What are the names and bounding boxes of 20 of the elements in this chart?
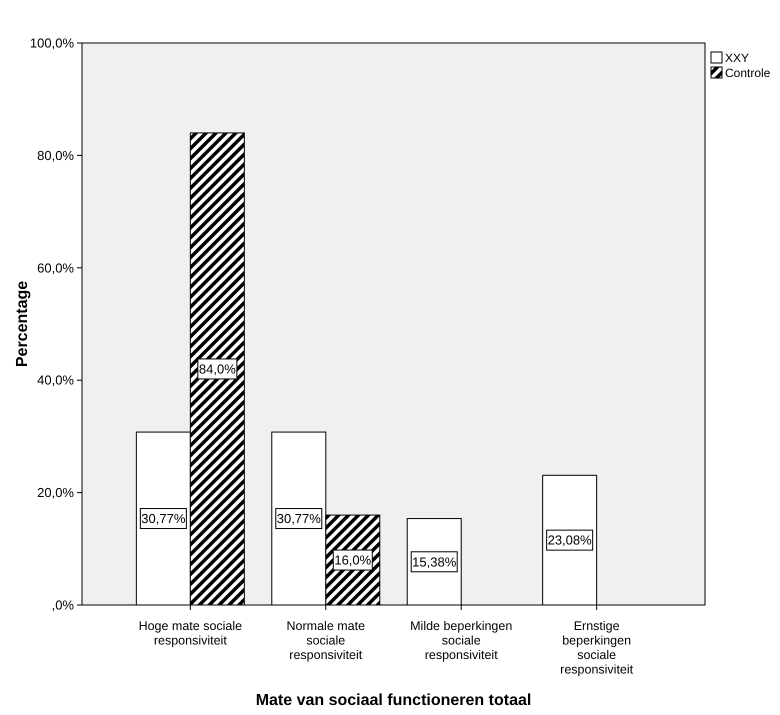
y-tick-label: 20,0% (37, 485, 74, 500)
legend-label: Controle (725, 66, 771, 80)
x-axis-title: Mate van sociaal functioneren totaal (256, 692, 532, 709)
y-tick-label: 80,0% (37, 148, 74, 163)
y-tick-label: 40,0% (37, 372, 74, 388)
y-tick-label: 100,0% (30, 36, 74, 50)
data-label: 15,38% (412, 554, 457, 570)
data-label: 84,0% (198, 361, 236, 376)
y-tick-label: ,0% (52, 598, 74, 612)
data-label: 30,77% (276, 511, 322, 526)
y-axis-title: Percentage (14, 280, 31, 368)
y-tick-label: 60,0% (37, 260, 74, 276)
data-label: 30,77% (141, 511, 186, 526)
data-label: 16,0% (334, 552, 372, 568)
x-tick-label: Hoge mate sociale responsiviteit (138, 619, 242, 648)
data-label: 23,08% (548, 532, 592, 548)
x-tick-label: Ernstige beperkingen sociale responsiviteit (560, 619, 634, 676)
legend-label: XXY (725, 51, 750, 65)
x-tick-label: Normale mate sociale responsiviteit (286, 619, 366, 662)
x-tick-label: Milde beperkingen sociale responsiviteit (410, 619, 512, 662)
